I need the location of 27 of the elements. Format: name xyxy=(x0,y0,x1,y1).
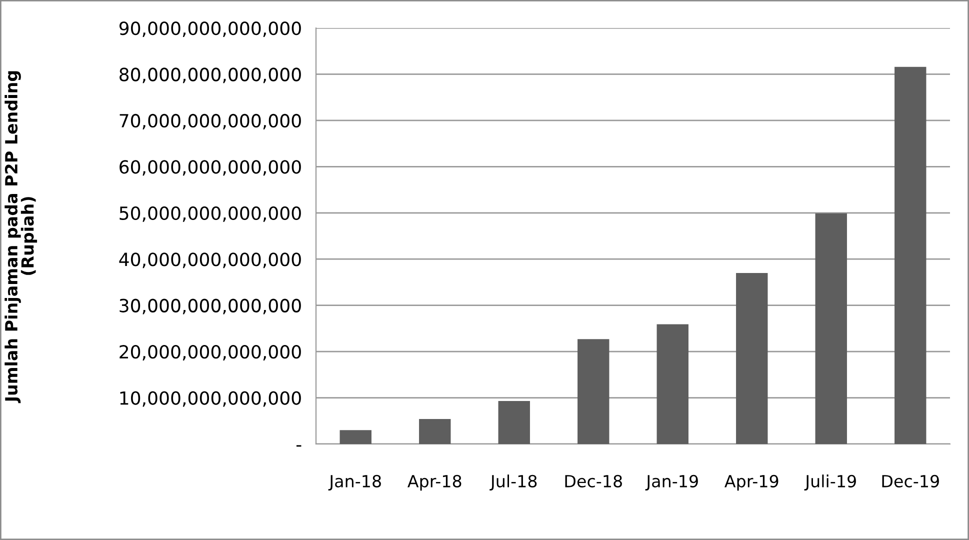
bar xyxy=(656,324,688,444)
x-tick-label: Jul-18 xyxy=(490,474,537,491)
bar xyxy=(736,272,768,444)
y-tick-label: 10,000,000,000,000 xyxy=(120,391,301,407)
x-tick-label: Apr-19 xyxy=(724,474,778,491)
bar xyxy=(578,339,610,444)
y-tick-label: 40,000,000,000,000 xyxy=(119,252,301,268)
y-tick-label: 30,000,000,000,000 xyxy=(120,298,301,314)
y-tick-label: 90,000,000,000,000 xyxy=(119,21,301,37)
bar xyxy=(419,419,451,444)
y-tick-label: 50,000,000,000,000 xyxy=(120,206,301,222)
y-tick-label: - xyxy=(296,445,302,447)
x-tick-label: Jan-18 xyxy=(328,474,381,491)
y-tick-label: 70,000,000,000,000 xyxy=(120,114,301,130)
bar xyxy=(340,430,372,444)
x-tick-label: Apr-18 xyxy=(408,474,462,491)
y-tick-label: 20,000,000,000,000 xyxy=(120,345,301,361)
bar xyxy=(815,213,847,444)
x-tick-label: Jan-19 xyxy=(645,474,698,491)
y-axis-title: Jumlah Pinjaman pada P2P Lending (Rupiah) xyxy=(4,71,38,404)
x-tick-label: Dec-19 xyxy=(882,474,939,488)
x-tick-label: Juli-19 xyxy=(804,474,856,491)
bar xyxy=(894,66,926,444)
x-tick-label: Dec-18 xyxy=(565,474,622,488)
y-tick-label: 80,000,000,000,000 xyxy=(120,68,301,84)
bar xyxy=(498,401,530,444)
y-tick-label: 60,000,000,000,000 xyxy=(120,160,301,176)
